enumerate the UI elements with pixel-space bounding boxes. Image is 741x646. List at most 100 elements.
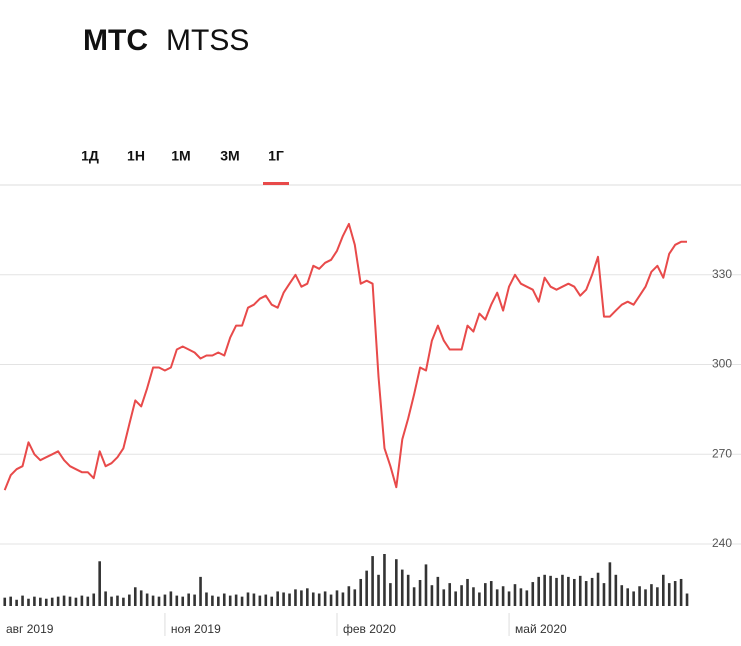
volume-bar <box>294 589 297 606</box>
volume-bar <box>258 595 262 606</box>
volume-bar <box>584 581 588 606</box>
x-tick-label: ноя 2019 <box>171 622 221 636</box>
volume-bar <box>365 570 368 606</box>
volume-bar <box>169 591 173 606</box>
volume-bar <box>644 589 647 606</box>
volume-bar <box>199 576 202 606</box>
volume-bar <box>573 578 576 606</box>
volume-bar <box>442 589 446 606</box>
volume-bar <box>590 577 594 606</box>
x-tick-label: авг 2019 <box>6 622 54 636</box>
volume-bar <box>300 590 303 606</box>
y-tick-label: 240 <box>712 536 732 550</box>
volume-bar <box>205 592 208 606</box>
volume-bar <box>341 592 345 606</box>
volume-bar <box>614 574 618 606</box>
volume-bar <box>222 593 226 606</box>
volume-bar <box>383 554 386 606</box>
volume-bar <box>632 591 635 606</box>
volume-bar <box>525 590 529 606</box>
volume-bar <box>21 595 24 606</box>
volume-bar <box>673 581 677 606</box>
volume-bar <box>44 598 48 606</box>
volume-bar <box>424 564 428 606</box>
volume-bar <box>501 586 505 606</box>
volume-bar <box>104 591 107 606</box>
volume-bar <box>264 594 268 606</box>
volume-bar <box>9 596 12 606</box>
volume-bar <box>472 587 475 606</box>
y-tick-label: 300 <box>712 357 732 371</box>
ticker: MTSS <box>166 24 249 57</box>
volume-bar <box>412 587 416 606</box>
volume-bar <box>371 556 374 606</box>
volume-bar <box>400 569 404 606</box>
volume-bar <box>86 596 90 606</box>
volume-bar <box>347 586 351 606</box>
volume-bar <box>80 595 84 606</box>
period-tab[interactable]: 1Н <box>127 148 145 164</box>
volume-bar <box>519 588 523 606</box>
volume-bar <box>460 585 463 606</box>
volume-bar <box>679 578 683 606</box>
period-tab[interactable]: 3М <box>220 148 239 164</box>
volume-bar <box>377 574 380 606</box>
volume-bar <box>513 584 517 606</box>
volume-bar <box>335 590 339 606</box>
active-tab-underline <box>263 182 289 185</box>
volume-bar <box>151 595 155 606</box>
volume-bar <box>27 598 30 606</box>
volume-bar <box>418 580 422 606</box>
price-line <box>3 222 687 491</box>
volume-bar <box>650 584 653 606</box>
volume-bar <box>656 587 659 606</box>
volume-bar <box>495 589 499 606</box>
volume-bar <box>163 594 167 606</box>
volume-bar <box>306 588 309 606</box>
volume-bar <box>430 585 434 606</box>
volume-bar <box>181 596 185 606</box>
volume-bar <box>667 583 671 606</box>
volume-bar <box>489 581 493 606</box>
period-tab[interactable]: 1Д <box>81 148 99 164</box>
volume-bar <box>187 593 190 606</box>
volume-bar <box>531 582 535 606</box>
volume-bar <box>662 574 665 606</box>
x-tick-label: май 2020 <box>515 622 567 636</box>
volume-bar <box>484 583 487 606</box>
volume-bar <box>145 593 149 606</box>
y-tick-label: 270 <box>712 446 732 460</box>
volume-bar <box>139 590 143 606</box>
company-name: МТС <box>83 24 148 57</box>
volume-bar <box>567 576 570 606</box>
volume-bar <box>270 596 274 606</box>
volume-bar <box>175 595 179 606</box>
volume-bar <box>74 597 78 606</box>
volume-bar <box>128 594 131 606</box>
volume-bar <box>234 594 238 606</box>
volume-bar <box>33 596 36 606</box>
y-tick-label: 330 <box>712 267 732 281</box>
volume-bar <box>602 583 606 606</box>
volume-bar <box>685 593 689 606</box>
volume-bar <box>626 588 630 606</box>
volume-bar <box>478 592 481 606</box>
volume-bar <box>62 595 66 606</box>
volume-bar <box>436 576 440 606</box>
volume-bar <box>353 589 357 606</box>
volume-bar <box>50 597 54 606</box>
volume-bar <box>406 574 410 606</box>
period-tab[interactable]: 1М <box>171 148 190 164</box>
volume-bar <box>638 586 641 606</box>
volume-bar <box>211 595 214 606</box>
volume-bar <box>116 595 119 606</box>
volume-bar <box>240 596 244 606</box>
volume-bar <box>157 596 161 606</box>
volume-bar <box>596 572 600 606</box>
volume-bar <box>359 578 363 606</box>
volume-bar <box>549 575 552 606</box>
volume-bar <box>323 591 327 606</box>
period-tab[interactable]: 1Г <box>268 148 284 164</box>
volume-bar <box>608 562 612 606</box>
